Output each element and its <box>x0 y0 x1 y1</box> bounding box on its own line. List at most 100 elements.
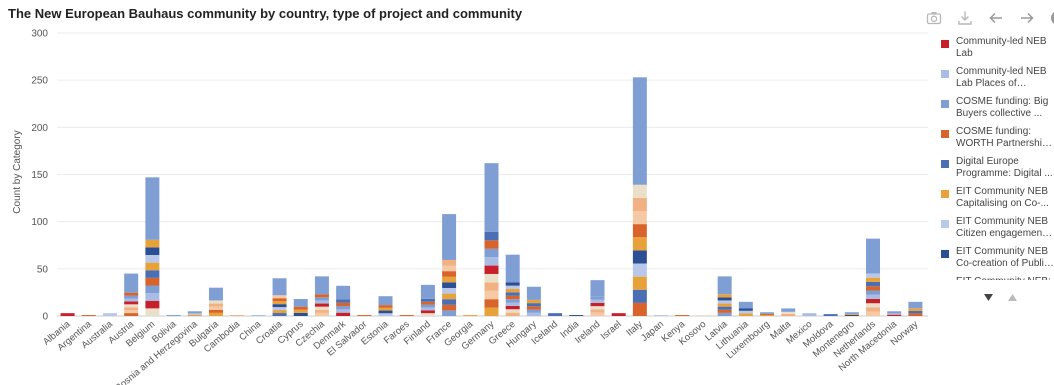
bar-faroes[interactable] <box>399 315 414 316</box>
bar-belgium[interactable] <box>145 177 160 316</box>
bar-segment <box>908 308 923 311</box>
bar-segment <box>484 282 499 291</box>
legend-item[interactable]: EIT Community NEB Capitalising on Co-... <box>932 186 1054 210</box>
bar-segment <box>866 294 881 299</box>
bar-segment <box>632 289 647 303</box>
x-tick-label: Israel <box>599 319 624 342</box>
bar-australia[interactable] <box>102 313 117 316</box>
bar-segment <box>314 297 329 301</box>
bar-segment <box>208 303 223 307</box>
bar-segment <box>590 296 605 300</box>
bar-india[interactable] <box>569 315 584 316</box>
bar-netherlands[interactable] <box>866 238 881 316</box>
bar-moldova[interactable] <box>823 314 838 316</box>
bar-segment <box>632 250 647 264</box>
bar-segment <box>442 310 457 316</box>
bar-bosnia-and-herzegovina[interactable] <box>187 311 202 316</box>
bar-segment <box>526 286 541 300</box>
bar-kosovo[interactable] <box>696 315 711 316</box>
bar-georgia[interactable] <box>463 315 478 316</box>
bar-segment <box>124 307 139 311</box>
bar-latvia[interactable] <box>717 276 732 316</box>
close-icon[interactable] <box>1042 8 1054 28</box>
bar-ireland[interactable] <box>590 280 605 316</box>
bar-cambodia[interactable] <box>230 315 245 316</box>
bar-lithuania[interactable] <box>738 301 753 316</box>
bar-segment <box>230 315 245 316</box>
bar-segment <box>336 299 351 303</box>
legend-label: EIT Community NEB: Co-create NEB 2023 <box>956 276 1054 280</box>
bar-segment <box>844 312 859 314</box>
legend-swatch <box>941 130 949 138</box>
bar-bolivia[interactable] <box>166 315 181 316</box>
bar-italy[interactable] <box>632 77 647 316</box>
bar-denmark[interactable] <box>336 285 351 316</box>
bars <box>60 77 923 316</box>
bar-segment <box>590 309 605 313</box>
bar-segment <box>272 313 287 316</box>
bar-segment <box>590 302 605 307</box>
bar-albania[interactable] <box>60 313 75 316</box>
legend-item[interactable]: EIT Community NEB Citizen engagement ... <box>932 216 1054 240</box>
legend-item[interactable]: Community-led NEB Lab Places of Learning <box>932 66 1054 90</box>
back-arrow-icon[interactable] <box>980 8 1011 28</box>
legend-swatch <box>941 160 949 168</box>
legend-label: COSME funding: WORTH Partnership Project… <box>956 126 1048 149</box>
bar-austria[interactable] <box>124 273 139 316</box>
bar-north-macedonia[interactable] <box>887 311 902 316</box>
bar-el-salvador[interactable] <box>357 315 372 316</box>
bar-segment <box>145 239 160 248</box>
bar-malta[interactable] <box>781 308 796 316</box>
bar-segment <box>293 309 308 313</box>
bar-argentina[interactable] <box>81 315 96 316</box>
bar-luxembourg[interactable] <box>760 312 775 316</box>
legend-item[interactable]: Community-led NEB Lab <box>932 36 1054 60</box>
bar-segment <box>866 238 881 274</box>
bar-cyprus[interactable] <box>293 299 308 316</box>
legend-swatch <box>941 70 949 78</box>
bar-kenya[interactable] <box>675 315 690 316</box>
bar-mexico[interactable] <box>802 313 817 316</box>
bar-segment <box>717 312 732 316</box>
bar-montenegro[interactable] <box>844 312 859 316</box>
legend-item[interactable]: EIT Community NEB: Co-create NEB 2023 <box>932 276 1054 280</box>
bar-segment <box>505 295 520 300</box>
bar-estonia[interactable] <box>378 296 393 316</box>
bar-france[interactable] <box>442 214 457 316</box>
bar-segment <box>378 296 393 306</box>
y-tick-label: 250 <box>31 76 48 87</box>
bar-segment <box>866 277 881 282</box>
legend-item[interactable]: COSME funding: WORTH Partnership Project… <box>932 126 1054 150</box>
download-icon[interactable] <box>949 8 980 28</box>
bar-segment <box>314 276 329 295</box>
bar-segment <box>738 310 753 314</box>
bar-israel[interactable] <box>611 313 626 316</box>
legend-swatch <box>941 250 949 258</box>
bar-segment <box>632 210 647 225</box>
legend-item[interactable]: COSME funding: Big Buyers collective ... <box>932 96 1054 120</box>
legend-item[interactable]: EIT Community NEB Co-creation of Public … <box>932 246 1054 270</box>
bar-hungary[interactable] <box>526 286 541 316</box>
legend-scroll-up-icon[interactable] <box>1004 290 1020 304</box>
bar-segment <box>505 254 520 283</box>
bar-czechia[interactable] <box>314 276 329 316</box>
bar-croatia[interactable] <box>272 278 287 316</box>
bar-segment <box>272 310 287 314</box>
legend-item[interactable]: Digital Europe Programme: Digital ... <box>932 156 1054 180</box>
bar-china[interactable] <box>251 315 266 316</box>
bar-iceland[interactable] <box>548 313 563 316</box>
bar-segment <box>569 315 584 316</box>
bar-germany[interactable] <box>484 163 499 316</box>
bar-segment <box>738 313 753 316</box>
legend-scroll-down-icon[interactable] <box>980 290 996 304</box>
bar-greece[interactable] <box>505 254 520 316</box>
bar-norway[interactable] <box>908 301 923 316</box>
camera-icon[interactable] <box>918 8 949 28</box>
bar-japan[interactable] <box>654 315 669 316</box>
bar-finland[interactable] <box>420 284 435 316</box>
bar-segment <box>442 259 457 266</box>
bar-segment <box>272 307 287 311</box>
bar-bulgaria[interactable] <box>208 287 223 316</box>
bar-segment <box>802 313 817 316</box>
forward-arrow-icon[interactable] <box>1011 8 1042 28</box>
